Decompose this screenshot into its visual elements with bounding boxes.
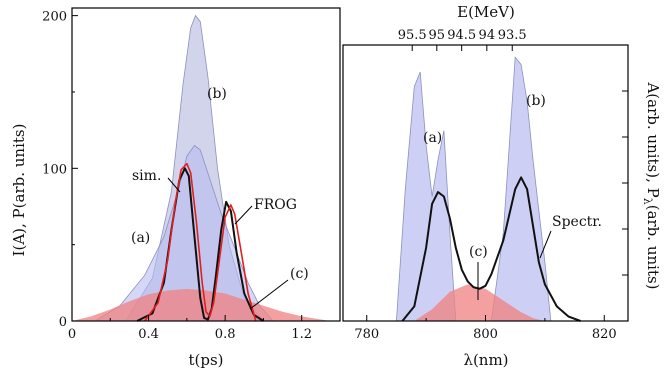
- right-y-axis-label: A(arb. units), Pλ(arb. units): [641, 81, 662, 289]
- left-y-axis-label: I(A), P(arb. units): [10, 124, 28, 257]
- right-top-tick-label: 93.5: [498, 28, 527, 43]
- left-annotation-c: (c): [290, 266, 309, 282]
- right-series-spectr-line: [401, 176, 581, 322]
- right-top-axis-label: E(MeV): [457, 3, 515, 21]
- left-plot-frame: [71, 7, 341, 322]
- left-series-a-area: [93, 144, 274, 322]
- right-x-tick-label: 820: [592, 327, 617, 342]
- right-top-tick-label: 95: [429, 28, 446, 43]
- right-top-tick-label: 94: [479, 28, 496, 43]
- right-annotation-b: (b): [526, 93, 546, 109]
- right-panel: 780 800 820 95.5 95 94.5 94 93.5 λ(nm) E(MeV) A…: [342, 3, 662, 369]
- left-y-tick-label: 200: [42, 10, 67, 25]
- right-series-b-area: [490, 56, 552, 322]
- left-x-tick-label: 0.8: [215, 327, 236, 342]
- right-y-axis-label-main: A(arb. units), P: [644, 81, 662, 197]
- right-top-tick-label: 95.5: [398, 28, 427, 43]
- right-x-tick-label: 800: [473, 327, 498, 342]
- left-panel: 0 0.4 0.8 1.2 0 100 200 t(ps) I(A), P(arb. uni…: [10, 7, 341, 369]
- left-x-tick-label: 0: [68, 327, 76, 342]
- left-y-tick-label: 100: [42, 162, 67, 177]
- sim-leader-line: [167, 177, 181, 193]
- right-x-tick-label: 780: [354, 327, 379, 342]
- right-x-axis-label: λ(nm): [463, 351, 508, 369]
- right-plot-frame: [342, 44, 629, 322]
- right-y-axis-label-subscript: λ: [641, 198, 654, 205]
- right-annotation-c: (c): [469, 244, 488, 260]
- c-leader-line: [249, 279, 289, 310]
- left-x-axis-label: t(ps): [188, 351, 223, 369]
- spectr-leader-line: [539, 230, 552, 259]
- right-annotation-a: (a): [423, 130, 442, 146]
- left-annotation-frog: FROG: [254, 197, 297, 213]
- frog-leader-line: [234, 205, 253, 225]
- right-series-a-area: [395, 71, 457, 322]
- right-series-c-area: [414, 284, 545, 321]
- left-annotation-sim: sim.: [132, 168, 161, 184]
- left-series-frog-line: [144, 162, 257, 322]
- left-annotation-b: (b): [207, 86, 227, 102]
- left-y-tick-label: 0: [59, 315, 67, 330]
- left-annotation-a: (a): [131, 230, 150, 246]
- right-annotation-spectr: Spectr.: [552, 214, 602, 230]
- right-top-tick-label: 94.5: [447, 28, 476, 43]
- left-x-tick-label: 0.4: [138, 327, 159, 342]
- right-y-axis-label-units: (arb. units): [644, 205, 662, 290]
- left-x-tick-label: 1.2: [291, 327, 312, 342]
